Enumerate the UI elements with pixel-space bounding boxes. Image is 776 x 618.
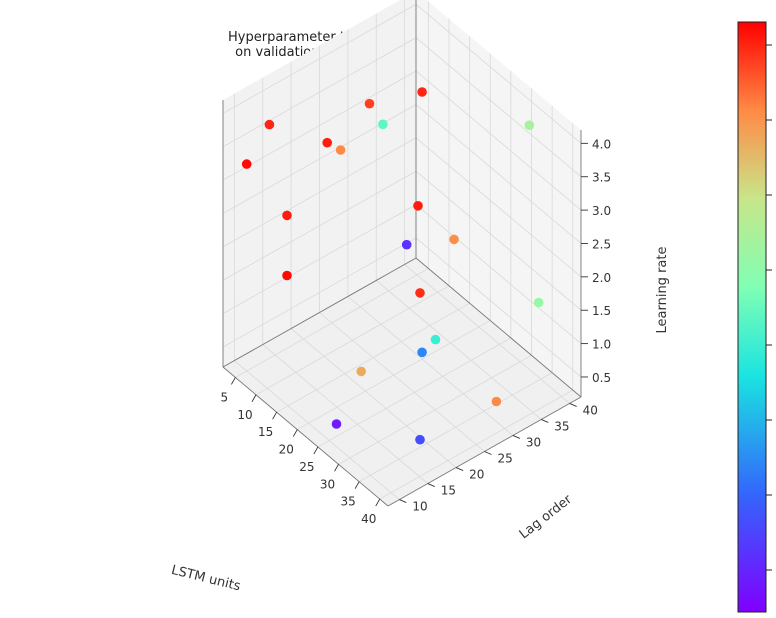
grid-line bbox=[222, 204, 417, 314]
x-tick-label: 35 bbox=[340, 495, 355, 509]
scatter-point bbox=[401, 239, 412, 250]
grid-line bbox=[376, 280, 542, 420]
y-tick-label: 30 bbox=[526, 435, 541, 449]
x-axis-label: LSTM units bbox=[170, 563, 242, 595]
y-tick-mark bbox=[484, 451, 492, 455]
x-tick-mark bbox=[292, 429, 298, 437]
x-tick-mark bbox=[313, 446, 319, 455]
grid-line bbox=[415, 170, 582, 311]
x-tick-label: 30 bbox=[320, 477, 335, 491]
y-tick-label: 10 bbox=[412, 500, 427, 514]
grid-line bbox=[234, 360, 400, 500]
grid-line bbox=[222, 70, 417, 181]
grid-line bbox=[415, 70, 582, 211]
scatter-points bbox=[241, 87, 544, 445]
scatter-point bbox=[335, 145, 346, 155]
y-tick-mark bbox=[455, 467, 464, 471]
grid-line bbox=[222, 137, 417, 248]
y-tick-label: 40 bbox=[583, 403, 598, 417]
x-axis-line bbox=[222, 366, 389, 507]
scatter-point bbox=[241, 159, 252, 169]
z-tick-label: 1.5 bbox=[592, 304, 611, 318]
z-tick-label: 3.0 bbox=[592, 204, 611, 218]
grid-line bbox=[347, 296, 514, 436]
scatter-point bbox=[430, 334, 441, 345]
colorbar bbox=[737, 21, 772, 613]
grid-line bbox=[415, 204, 582, 344]
x-tick-mark bbox=[354, 481, 360, 489]
x-tick-label: 5 bbox=[221, 390, 229, 404]
scatter-point bbox=[264, 119, 275, 130]
scatter-point bbox=[491, 396, 502, 407]
colorbar-gradient bbox=[737, 21, 767, 613]
x-tick-label: 40 bbox=[361, 512, 376, 526]
grid-line bbox=[319, 312, 485, 452]
scatter-point bbox=[378, 119, 388, 130]
y-tick-mark bbox=[399, 499, 407, 504]
grid-line bbox=[262, 344, 428, 484]
scatter-point bbox=[413, 201, 423, 211]
z-axis-label: Learning rate bbox=[655, 247, 670, 334]
scatter-point bbox=[282, 270, 292, 281]
scatter-point bbox=[415, 434, 425, 445]
x-tick-mark bbox=[251, 394, 257, 403]
grid-line bbox=[415, 137, 582, 278]
pane-edge bbox=[222, 257, 417, 368]
grid-line bbox=[415, 104, 582, 244]
grid-line bbox=[222, 4, 417, 114]
scatter-point bbox=[449, 234, 459, 245]
axis-ticks: 5 10 15 20 25 30 35 40 10 15 20 25 30 35 40 0.5 1.0 1.5 2.… bbox=[221, 137, 612, 526]
scatter-point bbox=[364, 98, 375, 109]
z-tick-label: 2.0 bbox=[592, 271, 611, 285]
back-pane bbox=[416, 0, 581, 397]
y-tick-label: 15 bbox=[441, 484, 456, 498]
x-tick-mark bbox=[375, 498, 381, 507]
y-tick-mark bbox=[541, 419, 549, 423]
y-tick-label: 25 bbox=[498, 452, 513, 466]
y-tick-mark bbox=[512, 435, 521, 439]
z-tick-label: 2.5 bbox=[592, 237, 611, 251]
scatter-point bbox=[415, 288, 425, 298]
grid-line bbox=[415, 4, 582, 144]
grid-line bbox=[290, 328, 457, 468]
y-tick-mark bbox=[569, 402, 577, 407]
z-tick-label: 1.0 bbox=[592, 338, 611, 352]
axis-panes bbox=[223, 0, 581, 506]
scatter-point bbox=[417, 347, 427, 358]
scatter-point bbox=[524, 120, 535, 130]
scatter-point bbox=[282, 210, 292, 221]
grid-line bbox=[415, 237, 582, 378]
axis-edges bbox=[222, 0, 582, 507]
scatter-point bbox=[533, 297, 544, 308]
grid-line bbox=[404, 264, 570, 404]
scatter-point bbox=[356, 366, 367, 377]
grid-lines bbox=[222, 0, 582, 500]
grid-line bbox=[415, 37, 582, 178]
scatter-point bbox=[417, 87, 427, 97]
x-tick-label: 15 bbox=[258, 425, 273, 439]
scatter-point bbox=[331, 419, 342, 429]
grid-line bbox=[222, 237, 417, 348]
y-tick-label: 20 bbox=[469, 468, 484, 482]
z-tick-label: 0.5 bbox=[592, 371, 611, 385]
y-axis-label: Lag order bbox=[517, 492, 576, 543]
x-tick-mark bbox=[334, 464, 339, 472]
x-tick-label: 10 bbox=[237, 408, 252, 422]
y-tick-label: 35 bbox=[554, 419, 569, 433]
x-tick-mark bbox=[230, 377, 236, 385]
x-tick-label: 25 bbox=[299, 460, 314, 474]
grid-line bbox=[222, 170, 417, 281]
pane-edge bbox=[415, 257, 582, 398]
x-tick-mark bbox=[272, 411, 278, 420]
z-tick-label: 4.0 bbox=[592, 137, 611, 151]
x-tick-label: 20 bbox=[279, 443, 294, 457]
y-tick-mark bbox=[427, 483, 435, 487]
z-tick-label: 3.5 bbox=[592, 171, 611, 185]
scatter-point bbox=[322, 137, 333, 148]
grid-line bbox=[222, 37, 417, 148]
